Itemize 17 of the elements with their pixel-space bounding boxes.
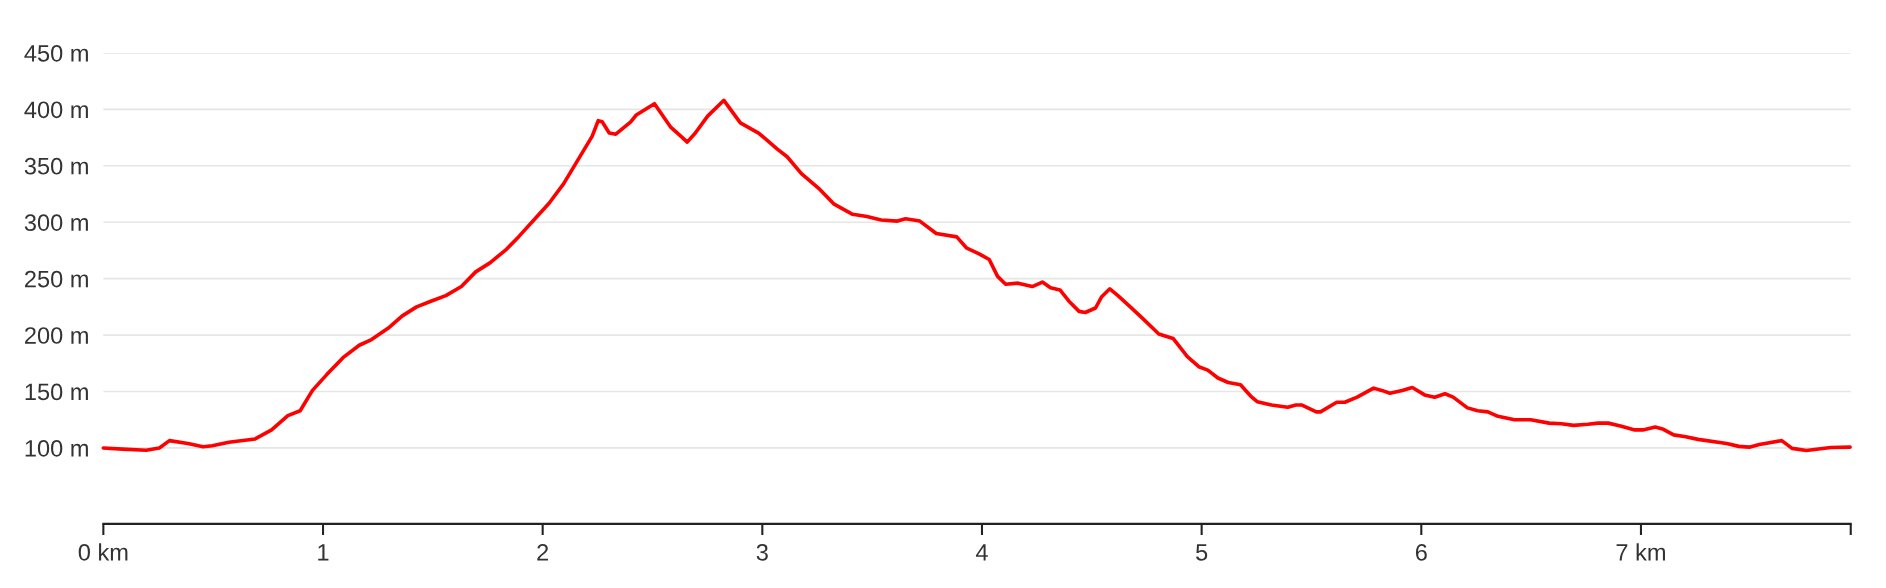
line-series (101, 98, 1852, 453)
y-tick-label: 150 m (25, 383, 88, 401)
x-tick-label: 2 (537, 543, 549, 561)
x-tick-label: 6 (1415, 543, 1427, 561)
y-tick-label: 100 m (25, 440, 88, 457)
x-tick-label: 7 km (1616, 543, 1665, 561)
x-tick-label: 4 (975, 544, 988, 561)
y-tick-label: 350 m (24, 157, 88, 175)
y-tick-label: 450 m (24, 44, 88, 62)
y-tick-label: 200 m (25, 327, 88, 344)
y-tick-label: 300 m (24, 214, 88, 232)
y-tick-label: 400 m (24, 101, 88, 119)
x-tick-label: 5 (1196, 544, 1208, 561)
x-tick-label: 0 km (78, 543, 128, 561)
x-tick-label: 3 (756, 543, 768, 561)
x-tick-label: 1 (318, 544, 329, 561)
y-tick-label: 250 m (25, 270, 88, 288)
